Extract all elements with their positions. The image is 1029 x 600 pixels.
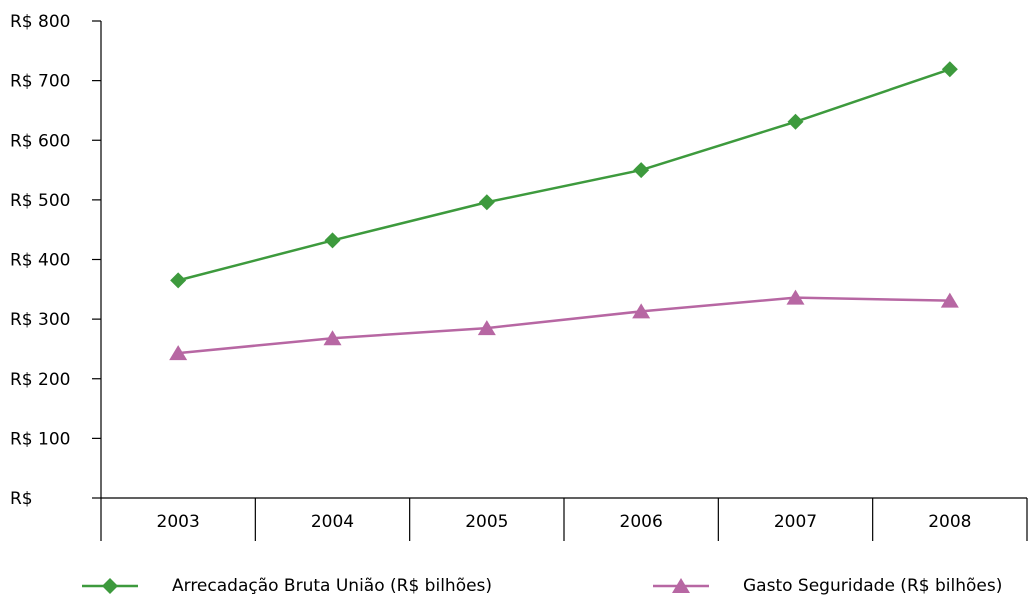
data-point-triangle [477,320,496,336]
x-axis-tick-labels: 2003 2004 2005 2006 2007 2008 [157,512,972,532]
y-tick-label: R$ 300 [10,310,70,330]
legend-item-arrecadacao: Arrecadação Bruta União (R$ bilhões) [82,572,492,600]
legend-label-arrecadacao: Arrecadação Bruta União (R$ bilhões) [172,576,493,596]
x-tick-label: 2003 [157,512,200,532]
data-point-diamond [478,194,495,211]
y-axis-tick-labels: R$ R$ 100 R$ 200 R$ 300 R$ 400 R$ 500 R$ 600 R$… [10,12,70,509]
data-point-triangle [786,289,805,305]
x-tick-label: 2005 [465,512,508,532]
data-point-triangle [632,303,651,319]
legend-item-gasto-seguridade: Gasto Seguridade (R$ bilhões) [653,572,1002,600]
x-tick-label: 2007 [774,512,817,532]
legend-marker-triangle-icon [653,578,709,593]
series-line [178,296,950,355]
data-point-triangle [169,345,188,361]
y-tick-label: R$ 700 [10,72,70,92]
y-tick-label: R$ 200 [10,370,70,390]
data-point-diamond [787,113,804,130]
x-tick-label: 2004 [311,512,354,532]
data-point-diamond [170,272,187,289]
y-tick-label: R$ 100 [10,429,70,449]
series-line [177,68,951,282]
data-point-diamond [633,162,650,179]
y-tick-label: R$ 400 [10,251,70,271]
line-chart: R$ R$ 100 R$ 200 R$ 300 R$ 400 R$ 500 R$ 600 R$… [10,12,1028,541]
legend-label-gasto-seguridade: Gasto Seguridade (R$ bilhões) [743,576,1003,596]
y-tick-label: R$ 500 [10,191,70,211]
series-1 [169,289,959,361]
y-tick-label: R$ 600 [10,131,70,151]
x-tick-label: 2008 [928,512,971,532]
series-0 [170,61,958,289]
series-layer [169,61,959,361]
y-tick-label: R$ 800 [10,12,70,32]
axes [92,20,1028,541]
data-point-triangle [323,330,342,346]
y-tick-label: R$ [10,489,33,509]
x-tick-label: 2006 [620,512,663,532]
data-point-diamond [941,61,958,78]
legend-marker-diamond-icon [82,578,138,594]
data-point-diamond [324,232,341,249]
data-point-triangle [940,292,959,308]
